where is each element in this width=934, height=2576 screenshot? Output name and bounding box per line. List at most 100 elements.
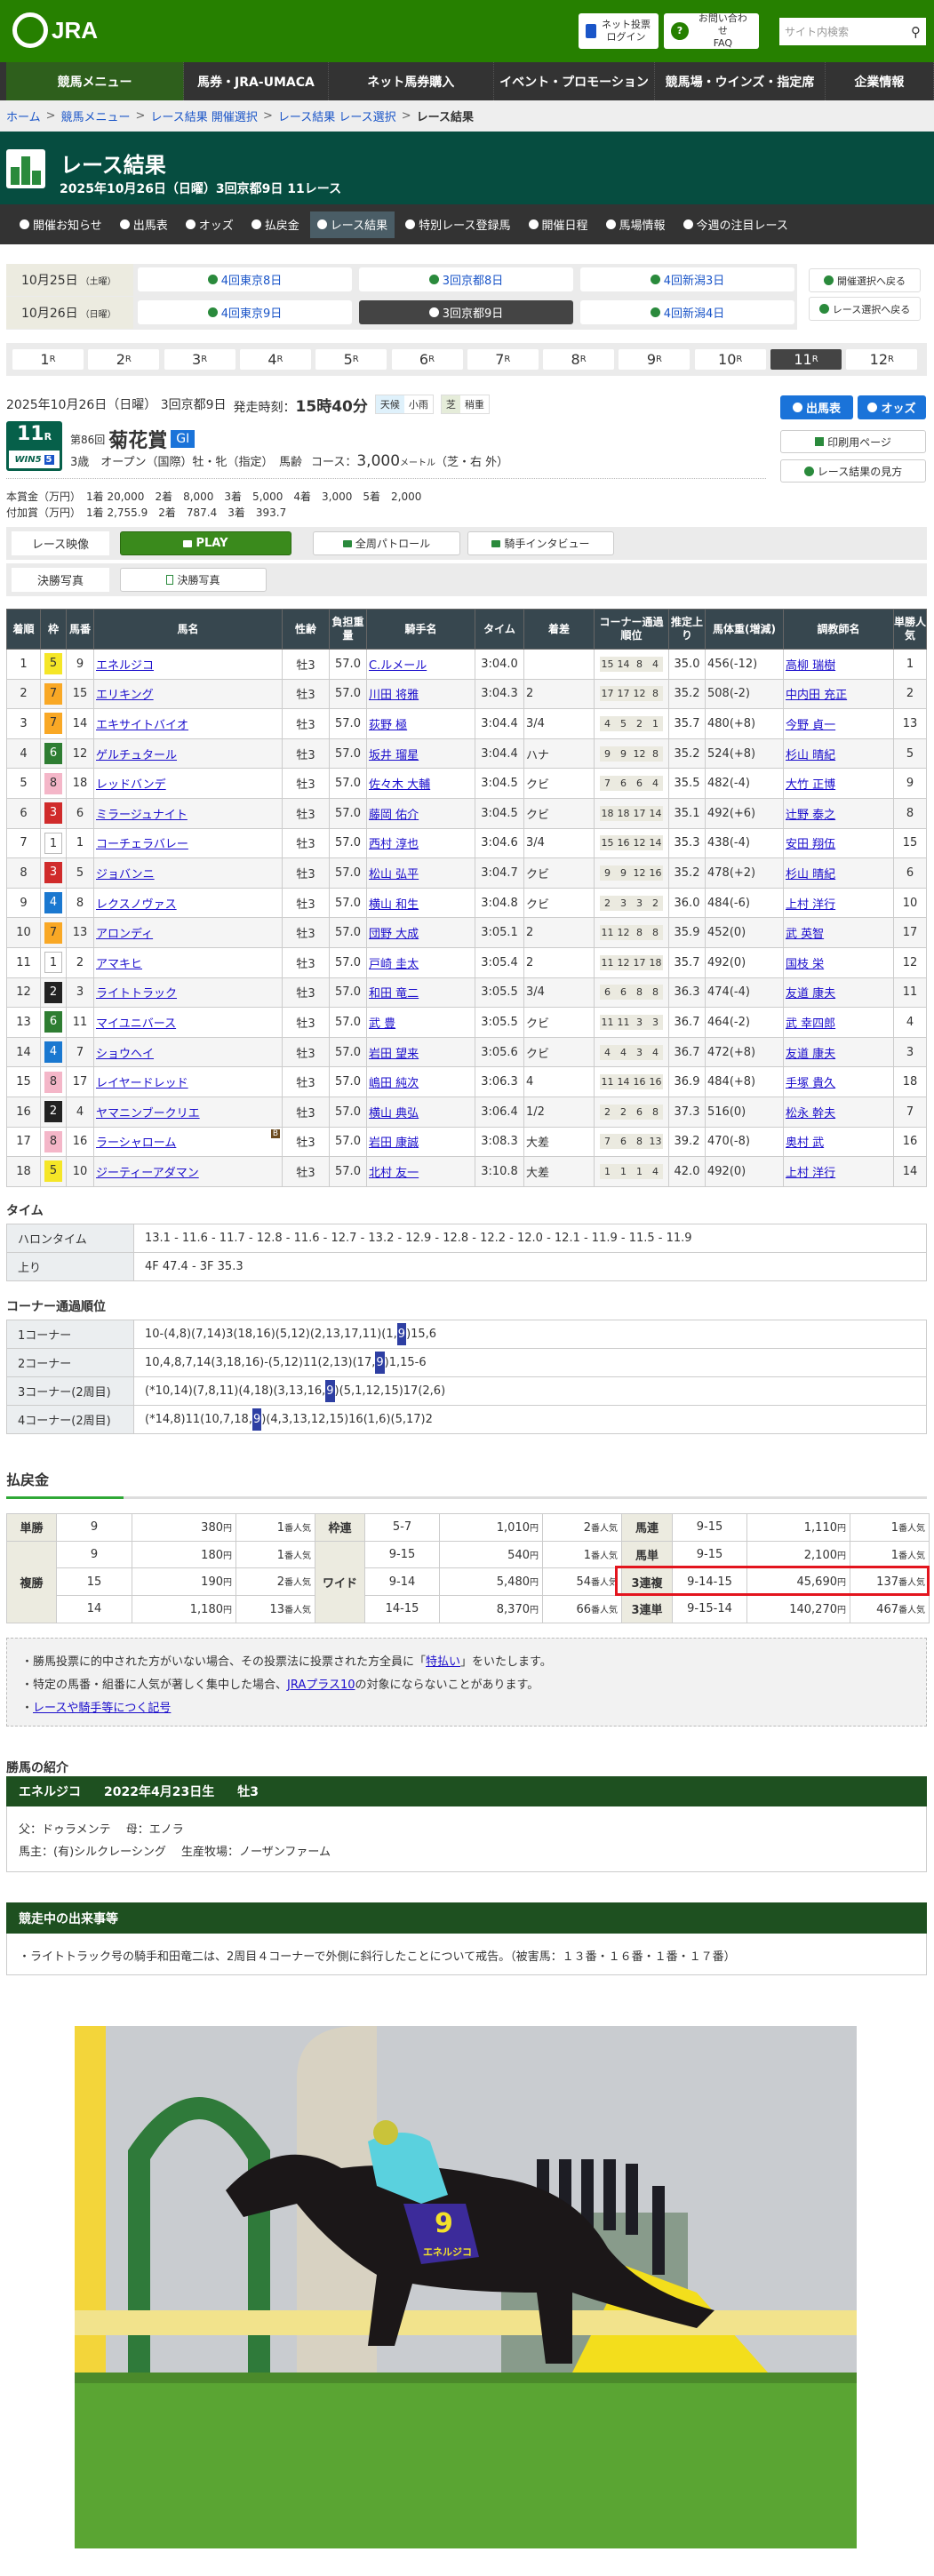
jockey-link[interactable]: 荻野 極 — [369, 718, 408, 732]
trainer-link[interactable]: 武 幸四郎 — [786, 1017, 836, 1031]
global-nav-item[interactable]: 企業情報 — [826, 62, 934, 100]
horse-name-link[interactable]: レクスノヴァス — [96, 897, 177, 912]
global-nav-item[interactable]: イベント・プロモーション — [494, 62, 656, 100]
meeting-button[interactable]: 4回東京8日 — [138, 267, 352, 291]
trainer-link[interactable]: 松永 幹夫 — [786, 1106, 836, 1121]
sub-nav-item[interactable]: 出馬表 — [113, 211, 175, 238]
race-number-button[interactable]: 11 R — [770, 349, 842, 370]
odds-button[interactable]: オッズ — [858, 395, 926, 419]
jockey-link[interactable]: 横山 典弘 — [369, 1106, 419, 1121]
jra-plus10-link[interactable]: JRAプラス10 — [287, 1679, 355, 1692]
meeting-button[interactable]: 4回新潟3日 — [580, 267, 794, 291]
trainer-link[interactable]: 友道 康夫 — [786, 987, 836, 1001]
horse-name-link[interactable]: エキサイトバイオ — [96, 718, 189, 732]
sub-nav-item[interactable]: 特別レース登録馬 — [398, 211, 517, 238]
trainer-link[interactable]: 杉山 晴紀 — [786, 867, 836, 881]
jockey-link[interactable]: 和田 竜二 — [369, 987, 419, 1001]
global-nav-item[interactable]: 競馬メニュー — [6, 62, 185, 100]
login-button[interactable]: ネット投票 ログイン — [579, 13, 659, 49]
meeting-button[interactable]: 3回京都9日 — [359, 300, 573, 324]
horse-name-link[interactable]: アマキヒ — [96, 957, 143, 971]
horse-name-link[interactable]: ショウヘイ — [96, 1047, 155, 1061]
site-search-input[interactable]: サイト内検索 ⚲ — [779, 18, 926, 45]
trainer-link[interactable]: 武 英智 — [786, 928, 825, 942]
meeting-button[interactable]: 3回京都8日 — [359, 267, 573, 291]
breadcrumb-link[interactable]: ホーム — [6, 111, 41, 124]
horse-name-link[interactable]: ミラージュナイト — [96, 808, 188, 822]
jockey-link[interactable]: 岩田 康誠 — [369, 1136, 419, 1151]
jockey-link[interactable]: 戸崎 圭太 — [369, 957, 419, 971]
horse-name-link[interactable]: レイヤードレッド — [96, 1077, 188, 1091]
trainer-link[interactable]: 大竹 正博 — [786, 778, 836, 793]
trainer-link[interactable]: 上村 洋行 — [786, 1166, 836, 1180]
finish-photo-button[interactable]: 決勝写真 — [120, 568, 267, 592]
race-number-button[interactable]: 10 R — [694, 349, 766, 370]
horse-name-link[interactable]: ヤマニンブークリエ — [96, 1106, 200, 1121]
trainer-link[interactable]: 国枝 栄 — [786, 957, 825, 971]
sub-nav-item[interactable]: レース結果 — [309, 211, 395, 238]
horse-name-link[interactable]: ゲルチュタール — [96, 748, 178, 762]
horse-name-link[interactable]: エリキング — [96, 689, 154, 703]
horse-name-link[interactable]: エネルジコ — [96, 658, 155, 673]
trainer-link[interactable]: 高柳 瑞樹 — [786, 658, 836, 673]
result-guide-button[interactable]: レース結果の見方 — [780, 459, 926, 483]
race-number-button[interactable]: 12 R — [846, 349, 918, 370]
trainer-link[interactable]: 安田 翔伍 — [786, 838, 836, 852]
jockey-interview-button[interactable]: 騎手インタビュー — [467, 531, 614, 555]
jockey-link[interactable]: 横山 和生 — [369, 897, 419, 912]
trainer-link[interactable]: 杉山 晴紀 — [786, 748, 836, 762]
global-nav-item[interactable]: 競馬場・ウインズ・指定席 — [655, 62, 826, 100]
jockey-link[interactable]: 武 豊 — [369, 1017, 396, 1031]
global-nav-item[interactable]: 馬券・JRA-UMACA — [184, 62, 329, 100]
horse-name-link[interactable]: マイユニバース — [96, 1017, 177, 1031]
sub-nav-item[interactable]: 馬場情報 — [599, 211, 673, 238]
horse-name-link[interactable]: ラーシャローム — [96, 1136, 177, 1151]
jockey-link[interactable]: 嶋田 純次 — [369, 1077, 419, 1091]
trainer-link[interactable]: 中内田 充正 — [786, 689, 848, 703]
play-button[interactable]: PLAY — [120, 531, 291, 555]
trainer-link[interactable]: 奥村 武 — [786, 1136, 825, 1151]
symbols-link[interactable]: レースや騎手等につく記号 — [33, 1702, 172, 1715]
jockey-link[interactable]: 川田 将雅 — [369, 689, 419, 703]
jra-logo[interactable]: JRA — [12, 12, 98, 48]
horse-name-link[interactable]: アロンディ — [96, 928, 154, 942]
patrol-video-button[interactable]: 全周パトロール — [313, 531, 460, 555]
trainer-link[interactable]: 辻野 泰之 — [786, 808, 836, 822]
sub-nav-item[interactable]: 開催お知らせ — [12, 211, 109, 238]
jockey-link[interactable]: 藤岡 佑介 — [369, 808, 419, 822]
breadcrumb-link[interactable]: 競馬メニュー — [60, 111, 131, 124]
back-to-meeting-button[interactable]: 開催選択へ戻る — [809, 268, 921, 292]
jockey-link[interactable]: 坂井 瑠星 — [369, 748, 419, 762]
horse-name-link[interactable]: ライトトラック — [96, 987, 178, 1001]
trainer-link[interactable]: 友道 康夫 — [786, 1047, 836, 1061]
jockey-link[interactable]: 岩田 望来 — [369, 1047, 419, 1061]
jockey-link[interactable]: 松山 弘平 — [369, 867, 419, 881]
faq-button[interactable]: ? お問い合わせ FAQ — [664, 12, 759, 49]
jockey-link[interactable]: 西村 淳也 — [369, 838, 419, 852]
sub-nav-item[interactable]: 払戻金 — [244, 211, 307, 238]
jockey-link[interactable]: 佐々木 大輔 — [369, 778, 431, 793]
trainer-link[interactable]: 手塚 貴久 — [786, 1077, 836, 1091]
horse-name-link[interactable]: レッドバンデ — [96, 778, 166, 793]
global-nav-item[interactable]: ネット馬券購入 — [329, 62, 494, 100]
jockey-link[interactable]: C.ルメール — [369, 658, 427, 673]
print-button[interactable]: 印刷用ページ — [780, 430, 926, 453]
trainer-link[interactable]: 上村 洋行 — [786, 897, 836, 912]
meeting-button[interactable]: 4回東京9日 — [138, 300, 352, 324]
meeting-button[interactable]: 4回新潟4日 — [580, 300, 794, 324]
jockey-link[interactable]: 団野 大成 — [369, 928, 419, 942]
horse-name-link[interactable]: ジーティーアダマン — [96, 1166, 199, 1180]
sub-nav-item[interactable]: オッズ — [179, 211, 241, 238]
breadcrumb-link[interactable]: レース結果 開催選択 — [150, 111, 258, 124]
special-payout-link[interactable]: 特払い — [426, 1655, 461, 1669]
trainer-link[interactable]: 今野 貞一 — [786, 718, 836, 732]
